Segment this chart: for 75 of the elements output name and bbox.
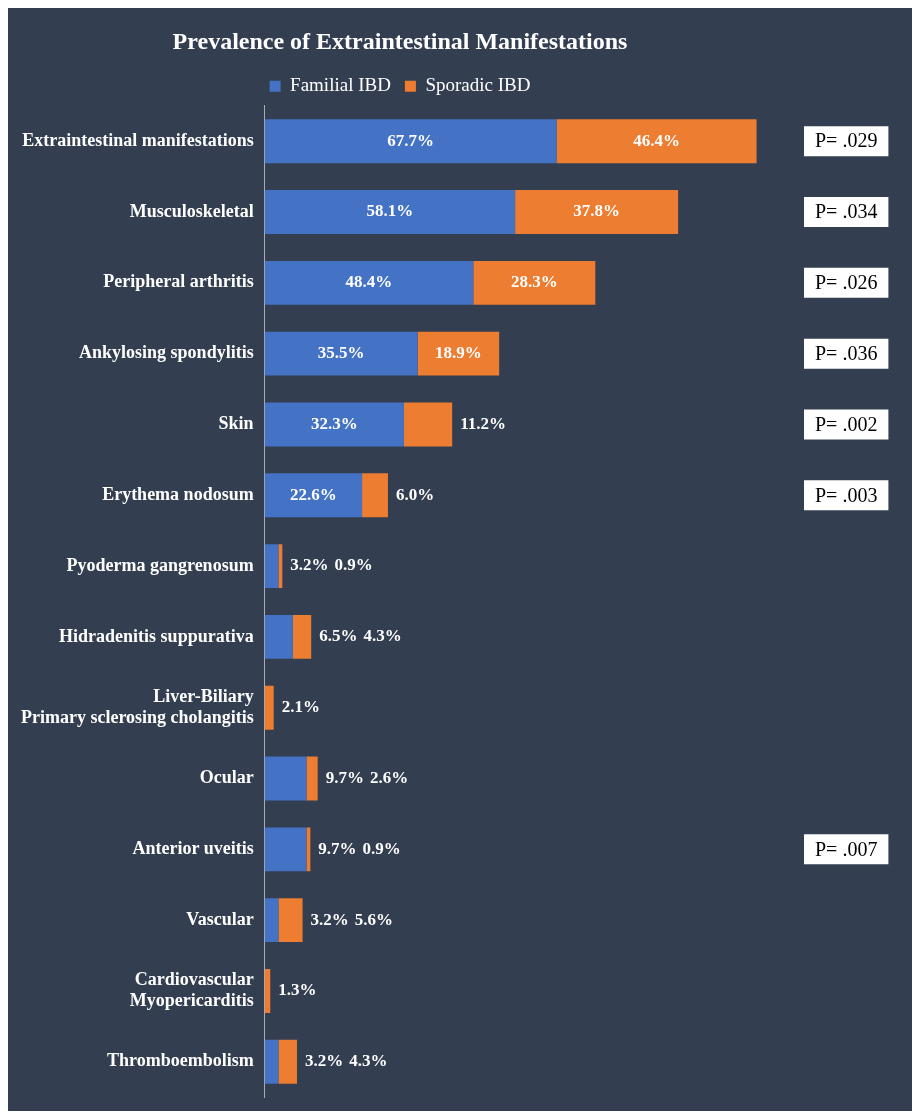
- bar: [264, 898, 279, 943]
- bar: [556, 119, 757, 164]
- text: P= .003: [815, 483, 878, 506]
- data-label: 48.4%: [345, 272, 393, 292]
- text: P= .029: [815, 129, 878, 152]
- bar: [264, 756, 307, 801]
- data-label: 46.4%: [633, 130, 680, 150]
- data-label: 6.0%: [395, 484, 435, 504]
- data-label: 0.9%: [334, 555, 373, 575]
- y-tick-label: Thromboembolism: [106, 1050, 254, 1071]
- text: P= .036: [815, 341, 878, 364]
- bar: [417, 331, 500, 376]
- y-tick-label: Ankylosing spondylitis: [79, 342, 254, 363]
- data-label: 2.1%: [281, 697, 320, 717]
- data-label: 58.1%: [366, 201, 414, 221]
- bar: [264, 614, 293, 659]
- bar: [264, 544, 279, 589]
- text: P= .034: [815, 200, 878, 223]
- bar: [264, 331, 418, 376]
- data-label: 37.8%: [573, 201, 620, 221]
- bar: [362, 473, 388, 518]
- bar: [264, 260, 474, 305]
- y-tick-label: Vascular: [186, 908, 254, 929]
- data-label: 3.2%: [290, 555, 329, 575]
- data-label: 0.9%: [362, 838, 401, 858]
- data-label: 9.7%: [318, 838, 357, 858]
- bar: [264, 473, 363, 518]
- bar: [278, 544, 283, 589]
- y-tick-label: Liver-Biliary Primary sclerosing cholangitis: [20, 685, 254, 728]
- bar: [264, 402, 404, 447]
- bar: [403, 402, 453, 447]
- legend-label: Sporadic IBD: [425, 74, 531, 96]
- data-label: 11.2%: [460, 413, 506, 433]
- data-label: 4.3%: [363, 626, 402, 646]
- chart-title: Prevalence of Extraintestinal Manifestations: [172, 27, 628, 54]
- bar: [473, 260, 596, 305]
- data-label: 18.9%: [435, 343, 482, 363]
- bar: [264, 119, 557, 164]
- data-label: 67.7%: [387, 130, 434, 150]
- text: P= .026: [815, 271, 878, 294]
- y-tick-label: Pyoderma gangrenosum: [66, 554, 254, 575]
- y-tick-label: Cardiovascular Myopericarditis: [129, 968, 254, 1011]
- y-tick-label: Ocular: [199, 767, 254, 788]
- bar: [306, 756, 318, 801]
- bar: [515, 190, 679, 234]
- data-label: 4.3%: [349, 1051, 388, 1071]
- y-tick-label: Extraintestinal manifestations: [22, 129, 254, 150]
- bar: [264, 685, 274, 730]
- bar: [264, 827, 307, 872]
- bar: [306, 827, 311, 872]
- bar: [292, 614, 312, 659]
- y-tick-label: Hidradenitis suppurativa: [59, 625, 254, 646]
- text: P= .007: [815, 837, 878, 860]
- data-label: 1.3%: [278, 980, 317, 1000]
- legend-label: Familial IBD: [290, 74, 391, 96]
- y-tick-label: Skin: [218, 413, 254, 434]
- data-label: 3.2%: [310, 909, 349, 929]
- data-label: 32.3%: [310, 413, 358, 433]
- data-label: 22.6%: [289, 484, 337, 504]
- data-label: 28.3%: [510, 272, 558, 292]
- y-tick-label: Anterior uveitis: [132, 838, 254, 859]
- data-label: 6.5%: [319, 626, 358, 646]
- y-tick-label: Musculoskeletal: [129, 200, 254, 221]
- data-label: 3.2%: [304, 1051, 344, 1071]
- data-label: 9.7%: [325, 767, 364, 787]
- data-label: 5.6%: [354, 909, 394, 929]
- data-label: 35.5%: [317, 343, 365, 363]
- text: P= .002: [815, 412, 878, 435]
- bar: [264, 190, 516, 234]
- y-tick-label: Erythema nodosum: [102, 483, 254, 504]
- y-tick-label: Peripheral arthritis: [103, 271, 254, 292]
- bar: [278, 898, 303, 943]
- bar: [278, 1039, 297, 1084]
- data-label: 2.6%: [369, 767, 409, 787]
- bar: [264, 1039, 279, 1084]
